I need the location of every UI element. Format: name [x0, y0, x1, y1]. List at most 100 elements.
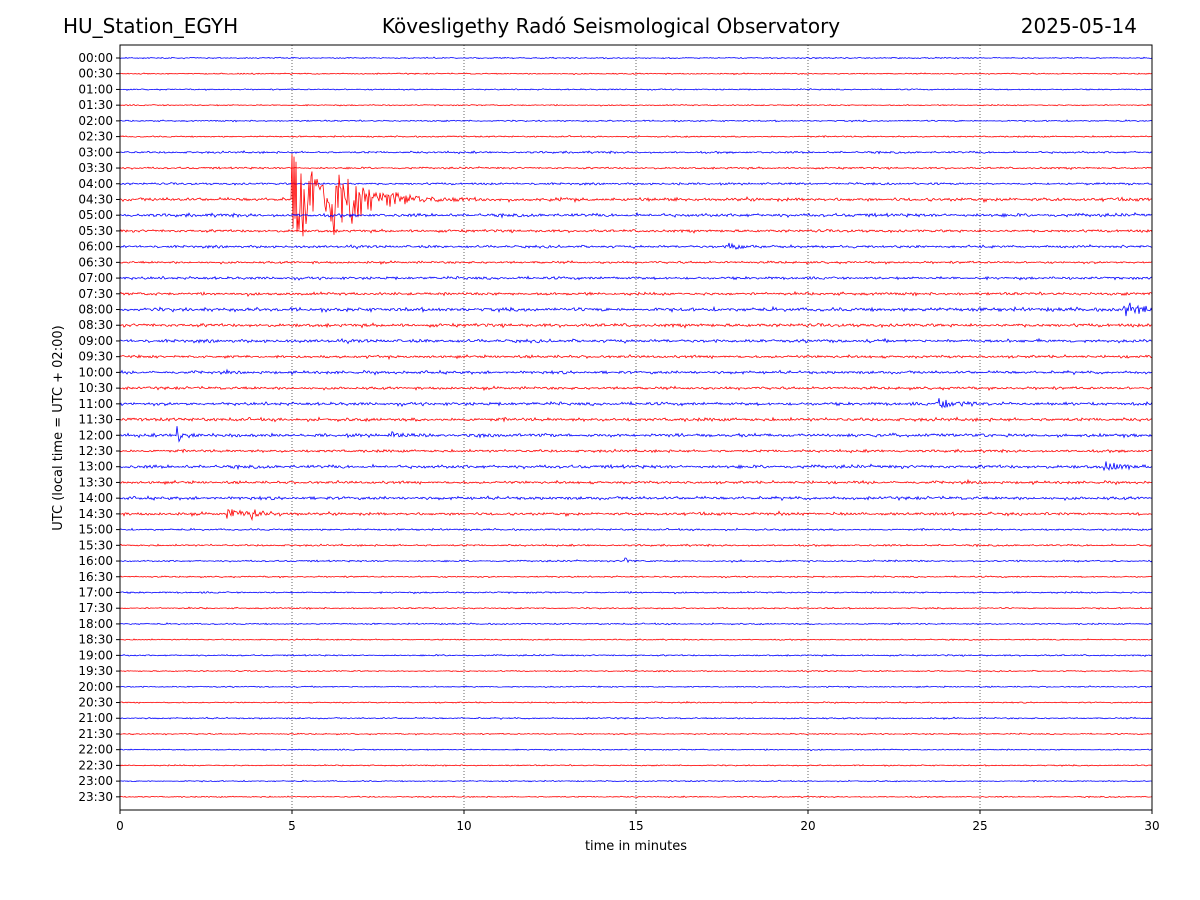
y-tick-label-0200: 02:00: [78, 114, 113, 128]
trace-0100: [119, 88, 1153, 91]
trace-1100: [119, 398, 1153, 409]
trace-2100: [119, 716, 1152, 720]
trace-2230: [119, 764, 1153, 767]
y-tick-label-1000: 10:00: [78, 365, 113, 379]
x-tick-label-15: 15: [628, 819, 643, 833]
y-tick-label-0730: 07:30: [78, 287, 113, 301]
y-tick-label-1130: 11:30: [78, 413, 113, 427]
y-axis-label: UTC (local time = UTC + 02:00): [51, 325, 66, 530]
y-tick-label-1600: 16:00: [78, 554, 113, 568]
trace-0130: [120, 103, 1153, 107]
y-tick-label-0330: 03:30: [78, 161, 113, 175]
y-tick-label-0800: 08:00: [78, 303, 113, 317]
trace-1200: [119, 426, 1153, 443]
x-tick-label-30: 30: [1144, 819, 1159, 833]
trace-2000: [119, 685, 1153, 689]
y-tick-label-1500: 15:00: [78, 523, 113, 537]
trace-1030: [119, 385, 1153, 392]
trace-1330: [119, 478, 1153, 486]
trace-0430: [119, 154, 1153, 237]
trace-0630: [119, 260, 1153, 265]
y-tick-label-1700: 17:00: [78, 585, 113, 599]
trace-1830: [119, 638, 1153, 642]
trace-1700: [119, 590, 1152, 595]
trace-1000: [119, 368, 1153, 376]
x-tick-label-20: 20: [800, 819, 815, 833]
trace-1800: [119, 622, 1153, 626]
y-tick-label-2000: 20:00: [78, 680, 113, 694]
y-tick-label-1630: 16:30: [78, 570, 113, 584]
trace-0400: [119, 181, 1153, 186]
y-tick-label-1100: 11:00: [78, 397, 113, 411]
trace-0900: [120, 337, 1153, 345]
observatory-title: Kövesligethy Radó Seismological Observat…: [381, 14, 841, 38]
trace-0030: [119, 72, 1153, 76]
y-tick-label-2030: 20:30: [78, 696, 113, 710]
trace-0930: [119, 354, 1153, 361]
y-tick-label-2330: 23:30: [78, 790, 113, 804]
trace-0730: [119, 290, 1153, 297]
y-tick-label-1900: 19:00: [78, 648, 113, 662]
y-tick-label-0230: 02:30: [78, 130, 113, 144]
trace-0830: [119, 322, 1152, 329]
y-tick-label-1230: 12:30: [78, 444, 113, 458]
trace-1600: [119, 557, 1153, 564]
trace-0300: [119, 150, 1153, 155]
trace-0230: [119, 134, 1153, 139]
y-tick-label-1400: 14:00: [78, 491, 113, 505]
trace-2330: [119, 795, 1153, 799]
y-tick-label-1430: 14:30: [78, 507, 113, 521]
y-tick-label-0830: 08:30: [78, 318, 113, 332]
y-tick-label-1830: 18:30: [78, 633, 113, 647]
y-tick-label-0400: 04:00: [78, 177, 113, 191]
y-tick-label-1800: 18:00: [78, 617, 113, 631]
trace-0800: [119, 302, 1153, 317]
y-tick-label-0600: 06:00: [78, 240, 113, 254]
y-tick-label-0700: 07:00: [78, 271, 113, 285]
trace-0500: [119, 211, 1153, 219]
trace-1900: [119, 653, 1153, 657]
y-tick-label-2300: 23:00: [78, 774, 113, 788]
trace-layer: [119, 56, 1153, 799]
x-axis-label: time in minutes: [585, 839, 687, 854]
y-tick-label-0030: 00:30: [78, 67, 113, 81]
y-tick-label-0300: 03:00: [78, 145, 113, 159]
trace-1230: [119, 448, 1153, 454]
y-tick-label-1200: 12:00: [78, 428, 113, 442]
trace-1400: [119, 495, 1153, 502]
y-tick-label-2100: 21:00: [78, 711, 113, 725]
trace-1630: [119, 575, 1153, 579]
trace-1430: [119, 509, 1153, 522]
y-tick-label-0900: 09:00: [78, 334, 113, 348]
y-tick-label-0000: 00:00: [78, 51, 113, 65]
station-title: HU_Station_EGYH: [63, 14, 239, 38]
y-tick-label-0130: 01:30: [78, 98, 113, 112]
trace-0000: [120, 56, 1153, 60]
y-tick-label-1030: 10:30: [78, 381, 113, 395]
x-ticks: 0 5 10 15 20 25 30: [116, 810, 1160, 833]
trace-2200: [119, 748, 1153, 752]
trace-1930: [119, 669, 1153, 673]
x-tick-label-25: 25: [972, 819, 987, 833]
trace-0700: [119, 275, 1153, 281]
x-tick-label-5: 5: [288, 819, 296, 833]
y-tick-label-0630: 06:30: [78, 255, 113, 269]
trace-1300: [119, 461, 1153, 472]
trace-0530: [119, 228, 1153, 234]
grid-layer: [291, 45, 981, 810]
y-tick-label-2230: 22:30: [78, 758, 113, 772]
y-tick-label-2130: 21:30: [78, 727, 113, 741]
trace-0200: [119, 119, 1153, 123]
trace-2130: [119, 732, 1153, 736]
trace-1130: [119, 416, 1153, 423]
y-tick-label-2200: 22:00: [78, 743, 113, 757]
y-tick-label-0930: 09:30: [78, 350, 113, 364]
trace-0600: [119, 242, 1153, 250]
y-tick-label-0500: 05:00: [78, 208, 113, 222]
y-tick-label-1530: 15:30: [78, 538, 113, 552]
trace-2030: [119, 700, 1153, 705]
trace-2300: [119, 779, 1153, 783]
y-tick-label-1330: 13:30: [78, 475, 113, 489]
